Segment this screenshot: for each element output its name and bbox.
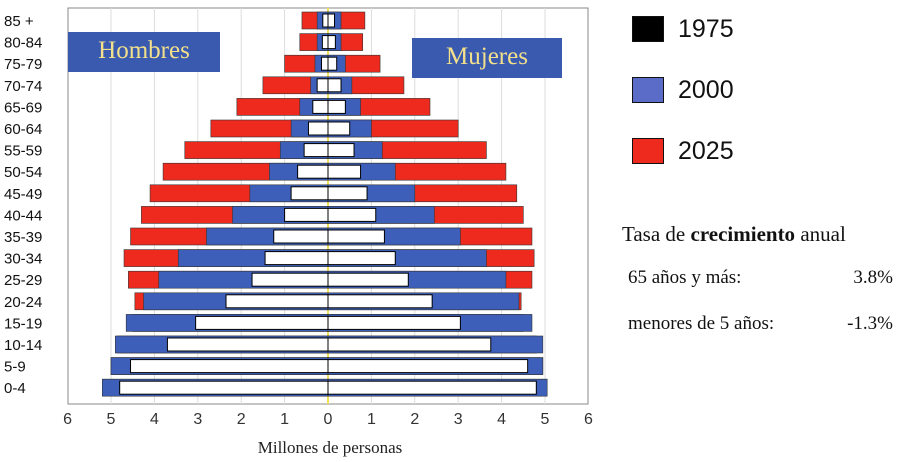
age-group-label: 35-39 <box>4 229 42 246</box>
age-group-label: 55-59 <box>4 143 42 160</box>
growth-rate-note: Tasa de crecimiento anual 65 años y más:… <box>622 222 897 339</box>
age-group-label: 60-64 <box>4 121 42 138</box>
note-row-65-plus: 65 años y más: 3.8% <box>622 267 897 293</box>
hombres-label-box: Hombres <box>68 32 220 72</box>
bar-1975-mujeres <box>327 315 461 330</box>
note-title: Tasa de crecimiento anual <box>622 222 897 247</box>
bar-1975-hombres <box>290 186 329 201</box>
bar-1975-hombres <box>321 35 329 50</box>
bar-1975-mujeres <box>327 337 492 352</box>
age-group-label: 5-9 <box>4 359 26 376</box>
age-group-label: 25-29 <box>4 272 42 289</box>
age-group-label: 80-84 <box>4 35 42 52</box>
bar-1975-hombres <box>303 143 329 158</box>
bar-1975-mujeres <box>327 13 336 28</box>
bar-1975-mujeres <box>327 121 351 136</box>
legend-swatch-2025 <box>632 138 664 164</box>
age-group-label: 10-14 <box>4 337 42 354</box>
bar-1975-hombres <box>195 315 329 330</box>
legend-label-2000: 2000 <box>678 75 734 104</box>
x-tick-label: 6 <box>63 411 72 428</box>
age-group-label: 70-74 <box>4 78 42 95</box>
age-group-label: 85 + <box>4 13 34 30</box>
bar-1975-hombres <box>316 78 329 93</box>
bar-1975-mujeres <box>327 272 409 287</box>
x-axis-label: Millones de personas <box>257 438 403 457</box>
age-group-label: 75-79 <box>4 56 42 73</box>
bar-1975-mujeres <box>327 229 385 244</box>
legend-item-2000: 2000 <box>632 75 802 105</box>
age-group-label: 15-19 <box>4 315 42 332</box>
note-row-value: -1.3% <box>847 313 893 334</box>
bar-1975-hombres <box>320 56 329 71</box>
x-tick-labels: 6 5 4 3 2 1 0 1 2 3 4 5 6 <box>63 411 593 428</box>
age-group-label: 30-34 <box>4 251 42 268</box>
bar-1975-mujeres <box>327 251 396 266</box>
note-title-bold: crecimiento <box>690 222 796 246</box>
bar-1975-hombres <box>119 380 329 395</box>
x-tick-label: 2 <box>410 411 419 428</box>
x-tick-label: 1 <box>280 411 289 428</box>
bar-1975-mujeres <box>327 359 529 374</box>
legend: 1975 2000 2025 <box>632 14 802 197</box>
x-tick-label: 0 <box>324 411 333 428</box>
bar-1975-hombres <box>284 207 329 222</box>
bars-group <box>102 11 548 397</box>
bar-1975-mujeres <box>327 99 346 114</box>
bar-1975-mujeres <box>327 294 433 309</box>
bar-1975-mujeres <box>327 207 377 222</box>
note-row-label: 65 años y más: <box>628 267 742 288</box>
bar-1975-mujeres <box>327 186 368 201</box>
x-tick-label: 4 <box>150 411 159 428</box>
age-group-label: 40-44 <box>4 207 42 224</box>
hombres-label: Hombres <box>98 37 190 64</box>
age-group-label: 20-24 <box>4 294 42 311</box>
bar-1975-mujeres <box>327 164 362 179</box>
note-title-pre: Tasa de <box>622 222 691 246</box>
x-tick-label: 5 <box>541 411 550 428</box>
note-row-label: menores de 5 años: <box>628 313 775 334</box>
bar-1975-mujeres <box>327 35 336 50</box>
bar-1975-hombres <box>312 99 329 114</box>
bar-1975-hombres <box>130 359 329 374</box>
bar-1975-hombres <box>273 229 329 244</box>
x-tick-label: 3 <box>454 411 463 428</box>
bar-1975-hombres <box>251 272 329 287</box>
mujeres-label: Mujeres <box>446 43 528 70</box>
note-row-value: 3.8% <box>853 267 893 288</box>
bar-1975-mujeres <box>327 56 338 71</box>
legend-label-1975: 1975 <box>678 14 734 43</box>
x-tick-label: 1 <box>367 411 376 428</box>
age-group-label: 0-4 <box>4 380 26 397</box>
x-tick-label: 4 <box>497 411 506 428</box>
bar-1975-hombres <box>307 121 329 136</box>
bar-1975-hombres <box>322 13 329 28</box>
x-tick-label: 3 <box>193 411 202 428</box>
bar-1975-mujeres <box>327 78 342 93</box>
x-tick-label: 2 <box>237 411 246 428</box>
note-title-post: anual <box>795 222 846 246</box>
legend-item-2025: 2025 <box>632 136 802 166</box>
mujeres-label-box: Mujeres <box>412 38 562 78</box>
age-group-label: 50-54 <box>4 164 42 181</box>
legend-swatch-2000 <box>632 77 664 103</box>
legend-label-2025: 2025 <box>678 136 734 165</box>
bar-1975-hombres <box>264 251 329 266</box>
x-tick-label: 5 <box>107 411 116 428</box>
legend-item-1975: 1975 <box>632 14 802 44</box>
legend-swatch-1975 <box>632 16 664 42</box>
bar-1975-hombres <box>166 337 329 352</box>
age-group-label: 65-69 <box>4 99 42 116</box>
age-group-labels: 85 + 80-84 75-79 70-74 65-69 60-64 55-59 50-54 4… <box>4 13 42 397</box>
bar-1975-mujeres <box>327 143 355 158</box>
note-row-under-5: menores de 5 años: -1.3% <box>622 313 897 339</box>
bar-1975-hombres <box>225 294 329 309</box>
bar-1975-hombres <box>297 164 329 179</box>
bar-1975-mujeres <box>327 380 537 395</box>
age-group-label: 45-49 <box>4 186 42 203</box>
x-tick-label: 6 <box>584 411 593 428</box>
